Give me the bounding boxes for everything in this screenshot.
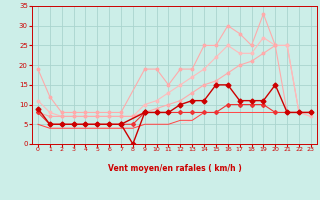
X-axis label: Vent moyen/en rafales ( km/h ): Vent moyen/en rafales ( km/h ) — [108, 164, 241, 173]
